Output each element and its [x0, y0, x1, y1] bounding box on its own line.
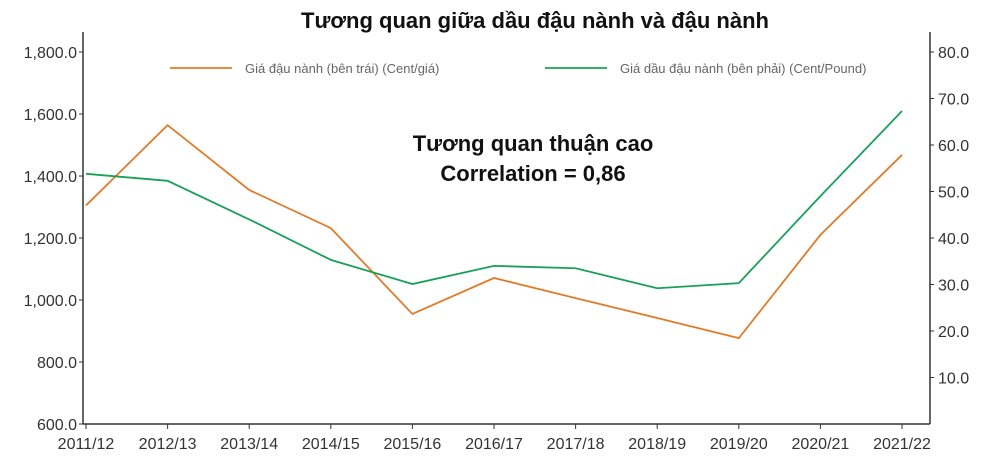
- legend-label: Giá dầu đậu nành (bên phải) (Cent/Pound): [620, 61, 866, 76]
- right-tick-label: 80.0: [938, 45, 969, 62]
- right-tick-label: 20.0: [938, 324, 969, 341]
- left-tick-label: 1,800.0: [24, 45, 77, 62]
- legend-label: Giá đậu nành (bên trái) (Cent/giá): [245, 61, 439, 76]
- x-tick-label: 2014/15: [302, 436, 360, 453]
- right-tick-label: 30.0: [938, 278, 969, 295]
- annotation-line-1: Tương quan thuận cao: [413, 131, 654, 156]
- x-tick-label: 2017/18: [547, 436, 605, 453]
- right-tick-label: 70.0: [938, 92, 969, 109]
- left-tick-label: 800.0: [37, 355, 77, 372]
- x-tick-label: 2018/19: [628, 436, 686, 453]
- x-tick-label: 2021/22: [873, 436, 931, 453]
- x-tick-label: 2012/13: [139, 436, 197, 453]
- left-tick-label: 600.0: [37, 417, 77, 434]
- right-tick-label: 40.0: [938, 231, 969, 248]
- right-tick-label: 10.0: [938, 371, 969, 388]
- x-tick-label: 2011/12: [58, 436, 115, 453]
- left-tick-label: 1,000.0: [24, 293, 77, 310]
- right-tick-label: 60.0: [938, 138, 969, 155]
- annotation-line-2: Correlation = 0,86: [440, 161, 625, 186]
- right-tick-label: 50.0: [938, 185, 969, 202]
- x-tick-label: 2019/20: [710, 436, 768, 453]
- x-tick-label: 2016/17: [465, 436, 523, 453]
- chart-title: Tương quan giữa dầu đậu nành và đậu nành: [301, 8, 769, 33]
- series-line-soybean: [85, 123, 903, 340]
- left-tick-label: 1,600.0: [24, 107, 77, 124]
- x-tick-label: 2013/14: [220, 436, 278, 453]
- x-tick-label: 2015/16: [383, 436, 441, 453]
- x-tick-label: 2020/21: [791, 436, 849, 453]
- left-tick-label: 1,200.0: [24, 231, 77, 248]
- left-tick-label: 1,400.0: [24, 169, 77, 186]
